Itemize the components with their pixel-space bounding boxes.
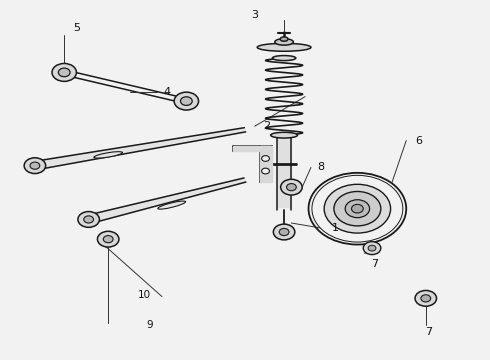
Circle shape bbox=[84, 216, 94, 223]
Ellipse shape bbox=[272, 55, 296, 60]
Circle shape bbox=[363, 242, 381, 255]
Polygon shape bbox=[34, 128, 245, 170]
Text: 6: 6 bbox=[415, 136, 422, 145]
Text: 7: 7 bbox=[425, 327, 432, 337]
Polygon shape bbox=[260, 146, 272, 182]
Circle shape bbox=[351, 204, 363, 213]
Circle shape bbox=[309, 173, 406, 244]
Circle shape bbox=[415, 291, 437, 306]
Circle shape bbox=[281, 179, 302, 195]
Text: 10: 10 bbox=[138, 290, 151, 300]
Text: 5: 5 bbox=[73, 23, 80, 33]
Text: 4: 4 bbox=[163, 87, 171, 97]
Text: 8: 8 bbox=[317, 162, 324, 172]
Polygon shape bbox=[233, 146, 272, 151]
Ellipse shape bbox=[94, 152, 122, 158]
Circle shape bbox=[103, 235, 113, 243]
Circle shape bbox=[262, 156, 270, 161]
Circle shape bbox=[174, 92, 198, 110]
Circle shape bbox=[279, 228, 289, 235]
Circle shape bbox=[52, 63, 76, 81]
Circle shape bbox=[368, 245, 376, 251]
Circle shape bbox=[324, 184, 391, 233]
Ellipse shape bbox=[270, 132, 297, 138]
Circle shape bbox=[273, 224, 295, 240]
Text: 2: 2 bbox=[264, 121, 270, 131]
Text: 7: 7 bbox=[371, 259, 378, 269]
Circle shape bbox=[421, 295, 431, 302]
Ellipse shape bbox=[257, 43, 311, 51]
Circle shape bbox=[98, 231, 119, 247]
Circle shape bbox=[24, 158, 46, 174]
Circle shape bbox=[334, 192, 381, 226]
Circle shape bbox=[78, 212, 99, 227]
Circle shape bbox=[58, 68, 70, 77]
Circle shape bbox=[30, 162, 40, 169]
Polygon shape bbox=[87, 178, 246, 224]
Text: 3: 3 bbox=[251, 10, 258, 20]
Polygon shape bbox=[277, 137, 292, 207]
Ellipse shape bbox=[280, 37, 288, 41]
Circle shape bbox=[180, 97, 192, 105]
Ellipse shape bbox=[158, 201, 186, 209]
Ellipse shape bbox=[275, 39, 294, 45]
Circle shape bbox=[312, 175, 403, 242]
Circle shape bbox=[287, 184, 296, 191]
Circle shape bbox=[345, 200, 369, 218]
Text: 9: 9 bbox=[147, 320, 153, 330]
Circle shape bbox=[262, 168, 270, 174]
Text: 1: 1 bbox=[332, 224, 339, 233]
